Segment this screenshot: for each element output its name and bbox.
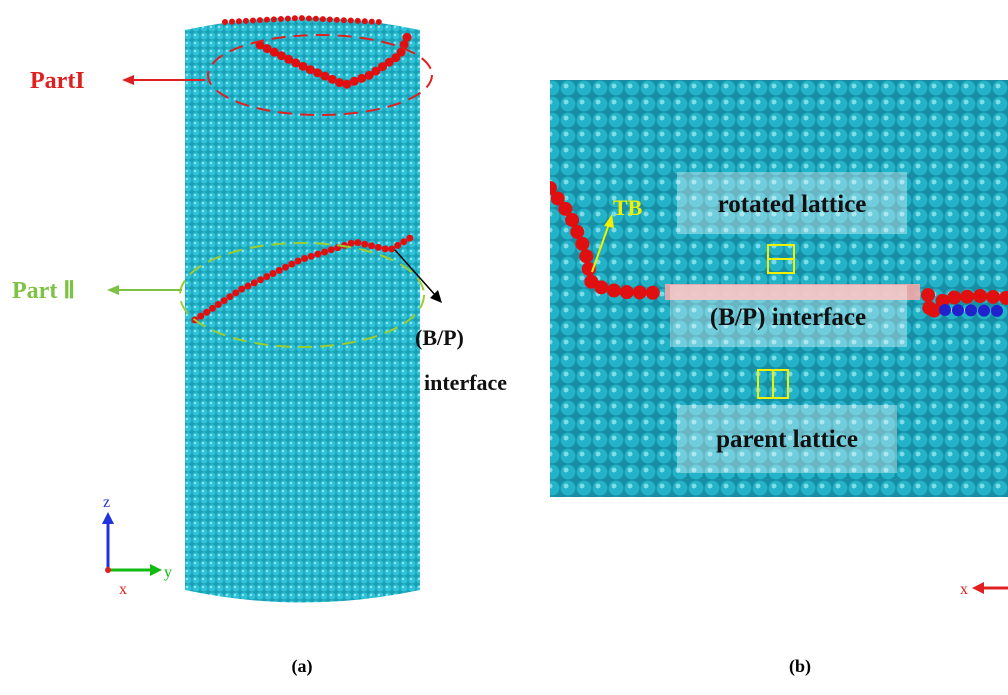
parent-label: parent lattice	[716, 426, 858, 453]
tb-label: TB	[613, 195, 643, 220]
y-arrowhead	[150, 564, 162, 576]
interface-label-b: (B/P) interface	[710, 304, 866, 331]
part2-label: Part Ⅱ	[12, 278, 75, 304]
y-label: y	[164, 564, 172, 581]
rotated-label: rotated lattice	[718, 191, 867, 218]
x-axis-dot	[105, 567, 111, 573]
figure: PartI Part Ⅱ (B/P) interface z y x (a) r…	[0, 0, 1008, 695]
z-arrowhead	[102, 512, 114, 524]
part1-arrowhead	[122, 75, 134, 85]
caption-b: (b)	[789, 656, 811, 677]
z-label: z	[103, 494, 110, 511]
interface-label: (B/P)	[415, 325, 464, 350]
x-label-b: x	[960, 581, 968, 598]
interface-label: interface	[424, 370, 507, 395]
x-arrowhead-b	[972, 582, 984, 594]
caption-a: (a)	[292, 656, 313, 677]
part2-arrowhead	[107, 285, 119, 295]
part1-label: PartI	[30, 68, 85, 94]
cylinder	[185, 18, 420, 603]
page: PartI Part Ⅱ (B/P) interface z y x (a) r…	[0, 0, 1008, 695]
x-label: x	[119, 581, 127, 598]
